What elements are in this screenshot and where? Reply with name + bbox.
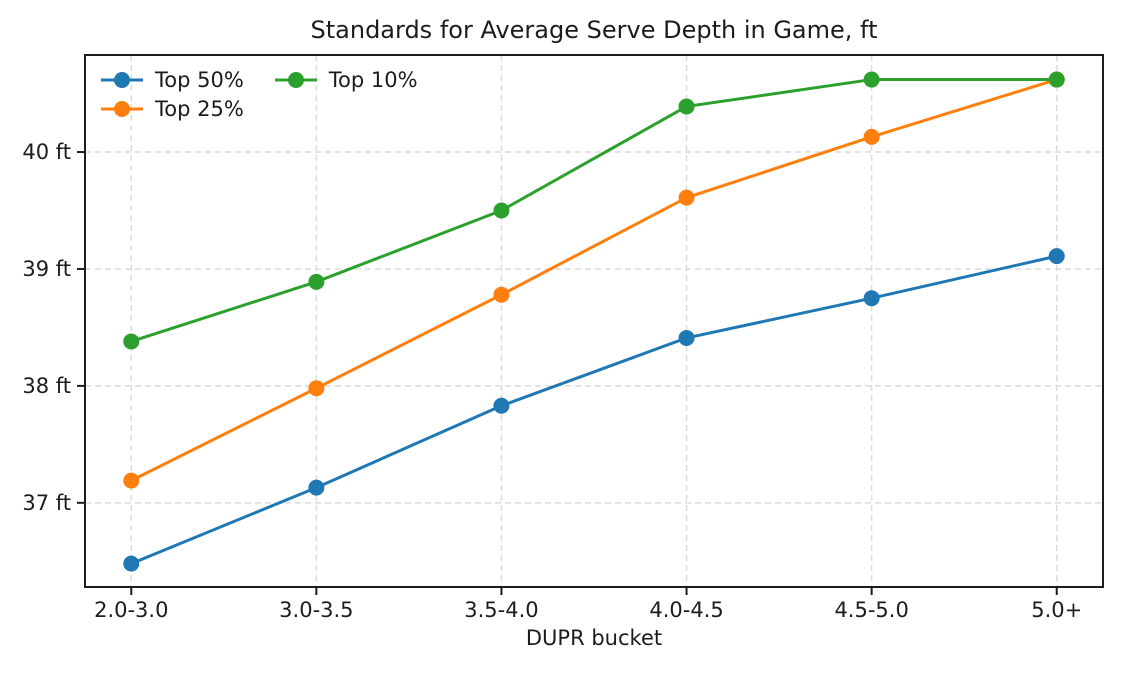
y-tick-label: 38 ft: [22, 374, 71, 398]
data-point: [123, 472, 140, 489]
data-point: [493, 286, 510, 303]
legend-column: Top 50% Top 25%: [100, 68, 244, 121]
data-point: [678, 189, 695, 206]
x-tick-label: 4.5-5.0: [834, 598, 908, 622]
data-point: [1048, 71, 1065, 88]
y-tick-label: 39 ft: [22, 257, 71, 281]
legend-label: Top 50%: [155, 68, 244, 92]
legend-marker-icon: [101, 72, 143, 88]
x-tick-label: 4.0-4.5: [649, 598, 723, 622]
x-tick-label: 2.0-3.0: [94, 598, 168, 622]
data-point: [863, 290, 880, 307]
data-point: [123, 333, 140, 350]
x-tick-label: 5.0+: [1031, 598, 1082, 622]
chart-title: Standards for Average Serve Depth in Gam…: [310, 16, 878, 44]
data-point: [123, 555, 140, 572]
data-point: [308, 380, 325, 397]
legend-marker-icon: [274, 72, 317, 88]
data-point: [863, 71, 880, 88]
legend: Top 50% Top 25% Top 10%: [100, 68, 418, 121]
data-point: [678, 329, 695, 346]
legend-marker-icon: [101, 101, 143, 117]
y-tick-label: 40 ft: [22, 140, 71, 164]
plot-border: [84, 54, 1104, 588]
data-point: [863, 128, 880, 145]
series-line: [129, 254, 1059, 566]
legend-item: Top 25%: [100, 97, 244, 121]
x-axis-label: DUPR bucket: [525, 626, 663, 650]
x-tick-label: 3.0-3.5: [279, 598, 353, 622]
series-line: [129, 78, 1059, 483]
legend-item: Top 10%: [274, 68, 418, 92]
legend-label: Top 25%: [155, 97, 244, 121]
legend-label: Top 10%: [328, 68, 418, 92]
legend-item: Top 50%: [100, 68, 244, 92]
y-tick-label: 37 ft: [22, 491, 71, 515]
data-point: [1048, 248, 1065, 265]
data-point: [308, 273, 325, 290]
x-tick-label: 3.5-4.0: [464, 598, 538, 622]
data-point: [678, 98, 695, 115]
series-line: [129, 78, 1059, 343]
legend-column: Top 10%: [274, 68, 418, 121]
data-point: [493, 397, 510, 414]
data-point: [493, 202, 510, 219]
data-point: [308, 479, 325, 496]
